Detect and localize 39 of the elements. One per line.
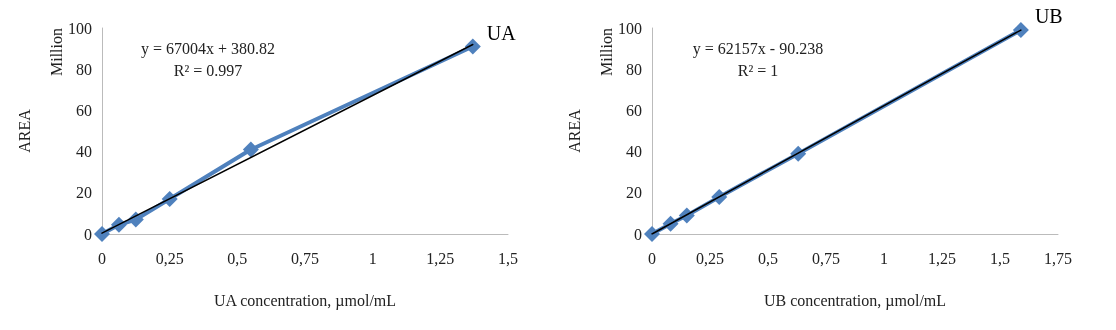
y-tick-label: 40	[626, 143, 642, 161]
x-tick-label: 1	[880, 249, 888, 267]
y-tick-label: 20	[76, 184, 92, 202]
x-tick-label: 0,75	[291, 249, 319, 267]
x-tick-label: 0	[98, 249, 106, 267]
x-tick-label: 1	[368, 249, 377, 267]
annotation: R² = 1	[737, 61, 779, 79]
y-axis-title: AREA	[565, 108, 583, 153]
text: Million	[47, 27, 65, 77]
text: Million	[597, 27, 615, 77]
y-tick-label: 20	[626, 184, 642, 202]
y-tick-label: 80	[626, 60, 642, 78]
x-axis-title: UA concentration, µmol/mL	[213, 291, 397, 310]
x-tick-label: 1,25	[928, 249, 956, 267]
y-tick-label: 100	[68, 19, 92, 37]
x-tick-label: 1,5	[990, 249, 1010, 267]
y-tick-label: 0	[634, 225, 642, 243]
y-tick-label: 60	[76, 101, 92, 119]
x-tick-label: 0	[648, 249, 656, 267]
x-axis-title: UB concentration, µmol/mL	[763, 291, 947, 310]
y-tick-label: 0	[84, 225, 92, 243]
x-tick-label: 1,25	[426, 249, 455, 267]
annotation: R² = 0.997	[173, 61, 243, 79]
y-tick-label: 60	[626, 101, 642, 119]
y-tick-label: 100	[618, 19, 642, 37]
x-tick-label: 0,75	[812, 249, 840, 267]
y-axis-title: AREA	[15, 108, 33, 153]
y-tick-label: 80	[76, 60, 92, 78]
annotation: y = 62157x - 90.238	[692, 39, 824, 58]
y-tick-label: 40	[76, 143, 92, 161]
x-tick-label: 0,5	[758, 249, 778, 267]
x-tick-label: 0,25	[155, 249, 184, 267]
annotation: y = 67004x + 380.82	[140, 39, 276, 58]
x-tick-label: 0,5	[227, 249, 248, 267]
x-tick-label: 1,75	[1044, 249, 1072, 267]
x-tick-label: 1,5	[498, 249, 518, 267]
x-tick-label: 0,25	[696, 249, 724, 267]
series-label: UB	[1034, 5, 1063, 28]
series-label: UA	[486, 21, 517, 44]
